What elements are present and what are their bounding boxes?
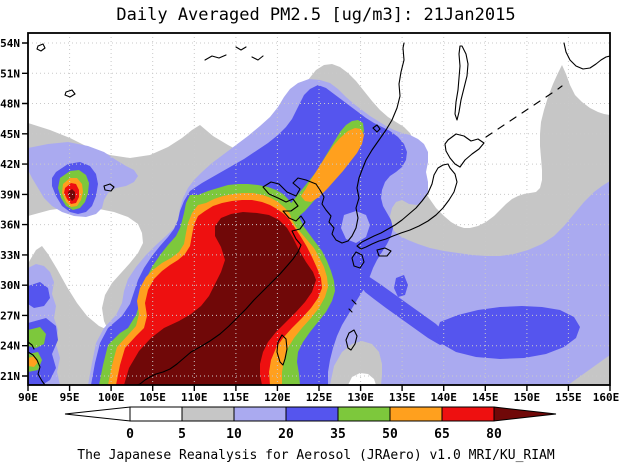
fill-level-35-50-west-a bbox=[28, 327, 46, 348]
colorbar-label: 10 bbox=[226, 427, 242, 442]
lat-tick-label: 48N bbox=[0, 98, 20, 111]
colorbar-label: 5 bbox=[178, 427, 186, 442]
coast-bengal bbox=[28, 341, 46, 385]
colorbar-segment bbox=[181, 406, 235, 422]
contour-fill-layers bbox=[28, 33, 610, 385]
lat-tick-label: 42N bbox=[0, 158, 20, 171]
colorbar-segment bbox=[337, 406, 391, 422]
coast-kyushu bbox=[351, 251, 365, 269]
colorbar-label: 80 bbox=[486, 427, 502, 442]
colorbar-label: 65 bbox=[434, 427, 450, 442]
colorbar-labels: 0 5 10 20 35 50 65 80 bbox=[126, 427, 502, 442]
fill-level-20-35-connector bbox=[360, 276, 450, 345]
colorbar-arrow-right bbox=[493, 406, 557, 422]
lat-tick-label: 39N bbox=[0, 188, 20, 201]
colorbar-segment bbox=[285, 406, 339, 422]
colorbar-segment bbox=[389, 406, 443, 422]
lon-tick-label: 155E bbox=[555, 391, 582, 404]
fill-clean-tibet bbox=[28, 207, 143, 330]
colorbar-arrow-left bbox=[64, 406, 131, 422]
fill-level-50-65-ne-band bbox=[301, 128, 364, 202]
lon-tick-label: 115E bbox=[223, 391, 250, 404]
lat-tick-label: 24N bbox=[0, 340, 20, 353]
lon-tick-label: 105E bbox=[139, 391, 166, 404]
coast-korea-russia bbox=[315, 42, 405, 244]
y-axis-labels: 54N 51N 48N 45N 42N 39N 36N 33N 30N 27N … bbox=[0, 37, 20, 383]
coast-shikoku bbox=[376, 247, 392, 257]
colorbar: 0 5 10 20 35 50 65 80 bbox=[64, 406, 557, 442]
coast-kuril-islands bbox=[485, 85, 563, 138]
grid-lines bbox=[28, 33, 610, 385]
lon-tick-label: 120E bbox=[264, 391, 291, 404]
lon-tick-label: 90E bbox=[18, 391, 38, 404]
lat-tick-label: 27N bbox=[0, 309, 20, 322]
colorbar-label: 35 bbox=[330, 427, 346, 442]
fill-lavender-east-of-korea bbox=[341, 211, 370, 243]
coast-lakes-rivers bbox=[36, 43, 381, 192]
lon-tick-label: 95E bbox=[60, 391, 80, 404]
colorbar-label: 20 bbox=[278, 427, 294, 442]
lon-tick-label: 130E bbox=[347, 391, 374, 404]
lon-tick-label: 145E bbox=[472, 391, 499, 404]
coast-hokkaido bbox=[444, 133, 485, 168]
lat-tick-label: 45N bbox=[0, 128, 20, 141]
coast-china bbox=[136, 177, 317, 385]
figure-caption: The Japanese Reanalysis for Aerosol (JRA… bbox=[77, 448, 555, 463]
colorbar-segment bbox=[441, 406, 495, 422]
coast-taiwan bbox=[276, 334, 288, 366]
lon-tick-label: 140E bbox=[430, 391, 457, 404]
fill-level-20-35-west-mid bbox=[28, 282, 50, 308]
lon-tick-label: 125E bbox=[306, 391, 333, 404]
lon-tick-label: 135E bbox=[389, 391, 416, 404]
fill-level-20-35-south-japan-spot bbox=[394, 275, 408, 297]
lat-tick-label: 51N bbox=[0, 67, 20, 80]
colorbar-segment bbox=[233, 406, 287, 422]
axis-ticks bbox=[22, 42, 611, 391]
coast-kamchatka bbox=[563, 42, 610, 70]
colorbar-label: 50 bbox=[382, 427, 398, 442]
coast-okinawa bbox=[345, 299, 358, 351]
colorbar-label: 0 bbox=[126, 427, 134, 442]
x-axis-labels: 90E 95E 100E 105E 110E 115E 120E 125E 13… bbox=[18, 391, 619, 404]
lon-tick-label: 100E bbox=[98, 391, 125, 404]
lon-tick-label: 160E bbox=[593, 391, 620, 404]
fill-gray-south-patch bbox=[330, 341, 382, 385]
coast-sakhalin bbox=[454, 45, 469, 121]
coastlines bbox=[28, 42, 610, 385]
lat-tick-label: 33N bbox=[0, 249, 20, 262]
lat-tick-label: 54N bbox=[0, 37, 20, 50]
lon-tick-label: 110E bbox=[181, 391, 208, 404]
lon-tick-label: 150E bbox=[514, 391, 541, 404]
lat-tick-label: 36N bbox=[0, 219, 20, 232]
lat-tick-label: 21N bbox=[0, 370, 20, 383]
coast-honshu bbox=[356, 163, 458, 250]
chart-title: Daily Averaged PM2.5 [ug/m3]: 21Jan2015 bbox=[116, 5, 515, 25]
colorbar-segment bbox=[129, 406, 183, 422]
fill-clean-okhotsk bbox=[423, 43, 533, 206]
lat-tick-label: 30N bbox=[0, 279, 20, 292]
fill-gray-se-corner bbox=[568, 355, 610, 385]
